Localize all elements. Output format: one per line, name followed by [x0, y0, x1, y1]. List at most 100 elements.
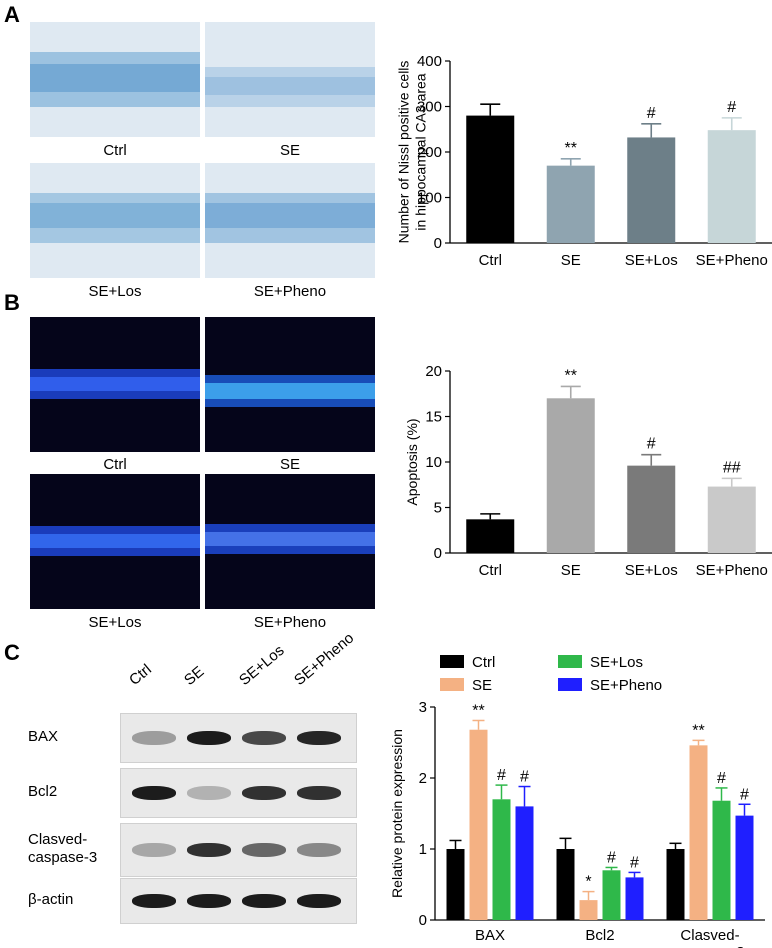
tunel-image-se — [205, 317, 375, 452]
bar-clasved-caspase-3-ctrl — [666, 849, 685, 920]
blot-row-label-clasved-caspase-3-line1: Clasved- — [28, 831, 88, 848]
bar-bcl2-se-los — [602, 870, 621, 920]
significance-clasved-caspase-3-se: ** — [692, 722, 704, 739]
y-tick-label-100: 100 — [417, 190, 442, 207]
blot-band-actin-se — [187, 894, 231, 908]
bar-se-pheno — [707, 486, 756, 553]
blot-band-actin-se-los — [242, 894, 286, 908]
bar-ctrl — [466, 519, 515, 553]
legend-label-ctrl: Ctrl — [472, 654, 495, 671]
x-tick-label-bax: BAX — [475, 927, 505, 944]
blot-column-label-se: SE — [181, 663, 208, 689]
blot-band-clasved-caspase-3-ctrl — [132, 843, 176, 857]
tunel-caption-se: SE — [279, 456, 300, 473]
bar-se-pheno — [707, 130, 756, 243]
blot-band-bcl2-ctrl — [132, 786, 176, 800]
significance-clasved-caspase-3-se-pheno: # — [740, 786, 749, 803]
blot-strip-bcl2 — [120, 768, 357, 818]
y-tick-label-15: 15 — [425, 409, 442, 426]
bar-ctrl — [466, 115, 515, 243]
y-tick-label-0: 0 — [434, 235, 442, 252]
bar-bcl2-ctrl — [556, 849, 575, 920]
x-tick-label-clasved-caspase-3-line1: Clasved- — [680, 927, 739, 944]
y-tick-label-300: 300 — [417, 99, 442, 116]
bar-se-los — [627, 465, 676, 553]
tunel-image-se-pheno — [205, 474, 375, 609]
bar-clasved-caspase-3-se-los — [712, 800, 731, 920]
blot-strip-actin — [120, 878, 357, 924]
bar-clasved-caspase-3-se — [689, 745, 708, 920]
x-tick-label-se-los: SE+Los — [625, 252, 678, 269]
bar-bax-se — [469, 729, 488, 920]
significance-bax-se: ** — [472, 702, 484, 719]
significance-se: ** — [565, 140, 577, 157]
panel-letter-b: B — [4, 290, 20, 315]
nissl-caption-se-los: SE+Los — [88, 283, 142, 300]
significance-se-pheno: # — [727, 99, 736, 116]
bar-bcl2-se — [579, 900, 598, 920]
blot-band-bax-se-pheno — [297, 731, 341, 745]
blot-band-clasved-caspase-3-se-los — [242, 843, 286, 857]
blot-band-bax-se — [187, 731, 231, 745]
y-tick-label-0: 0 — [419, 912, 427, 929]
blot-band-bax-se-los — [242, 731, 286, 745]
blot-band-bax-ctrl — [132, 731, 176, 745]
nissl-image-se-pheno — [205, 163, 375, 278]
nissl-caption-se: SE — [279, 142, 300, 159]
nissl-image-se — [205, 22, 375, 137]
bar-se — [546, 398, 595, 553]
blot-band-bcl2-se-pheno — [297, 786, 341, 800]
protein-expression-chart: Ctrl SE SE+Los SE+Pheno 0 1 2 3 Relative protein… — [389, 654, 765, 948]
panel-letter-c: C — [4, 640, 20, 665]
tunel-image-se-los — [30, 474, 200, 609]
x-tick-label-bcl2: Bcl2 — [585, 927, 614, 944]
legend-swatch-se — [440, 678, 464, 691]
legend-swatch-se-los — [558, 655, 582, 668]
legend-label-se: SE — [472, 677, 492, 694]
significance-bcl2-se-pheno: # — [630, 854, 639, 871]
y-tick-label-20: 20 — [425, 363, 442, 380]
bar-bcl2-se-pheno — [625, 877, 644, 920]
tunel-caption-ctrl: Ctrl — [103, 456, 127, 473]
x-tick-label-se: SE — [561, 562, 581, 579]
x-tick-label-ctrl: Ctrl — [479, 252, 502, 269]
nissl-image-ctrl — [30, 22, 200, 137]
significance-se: ** — [565, 367, 577, 384]
y-tick-label-2: 2 — [419, 770, 427, 787]
y-axis-label: Relative protein expression — [389, 729, 405, 898]
blot-column-label-ctrl: Ctrl — [126, 660, 155, 689]
bar-bax-se-los — [492, 799, 511, 920]
legend-swatch-ctrl — [440, 655, 464, 668]
nissl-caption-se-pheno: SE+Pheno — [253, 283, 327, 300]
y-axis-label-line2: in hippocampal CA3 area — [413, 73, 429, 230]
blot-strip-clasved-caspase-3 — [120, 823, 357, 877]
tunel-caption-se-los: SE+Los — [88, 614, 142, 631]
y-axis-label: Apoptosis (%) — [404, 418, 420, 505]
y-tick-label-400: 400 — [417, 53, 442, 70]
nissl-image-se-los — [30, 163, 200, 278]
x-tick-label-se-pheno: SE+Pheno — [696, 252, 768, 269]
y-tick-label-0: 0 — [434, 545, 442, 562]
tunel-image-ctrl — [30, 317, 200, 452]
legend-label-se-los: SE+Los — [590, 654, 643, 671]
significance-bcl2-se: * — [585, 874, 591, 891]
x-tick-label-clasved-caspase-3-line2: caspase-3 — [675, 944, 744, 948]
x-tick-label-ctrl: Ctrl — [479, 562, 502, 579]
blot-row-label-bcl2: Bcl2 — [28, 783, 58, 800]
significance-bax-se-los: # — [497, 767, 506, 784]
tunel-caption-se-pheno: SE+Pheno — [253, 614, 327, 631]
bar-se — [546, 165, 595, 243]
blot-band-bcl2-se — [187, 786, 231, 800]
significance-se-los: # — [647, 105, 656, 122]
significance-clasved-caspase-3-se-los: # — [717, 770, 726, 787]
y-tick-label-10: 10 — [425, 454, 442, 471]
bar-clasved-caspase-3-se-pheno — [735, 815, 754, 920]
apoptosis-bar-chart: 0 5 10 15 20 Apoptosis (%) Ctrl ** SE # SE+Los ## SE… — [404, 363, 772, 579]
x-tick-label-se: SE — [561, 252, 581, 269]
legend-swatch-se-pheno — [558, 678, 582, 691]
blot-band-actin-se-pheno — [297, 894, 341, 908]
nissl-caption-ctrl: Ctrl — [103, 142, 127, 159]
y-tick-label-200: 200 — [417, 144, 442, 161]
y-tick-label-3: 3 — [419, 699, 427, 716]
blot-row-label-actin: β-actin — [28, 891, 74, 908]
